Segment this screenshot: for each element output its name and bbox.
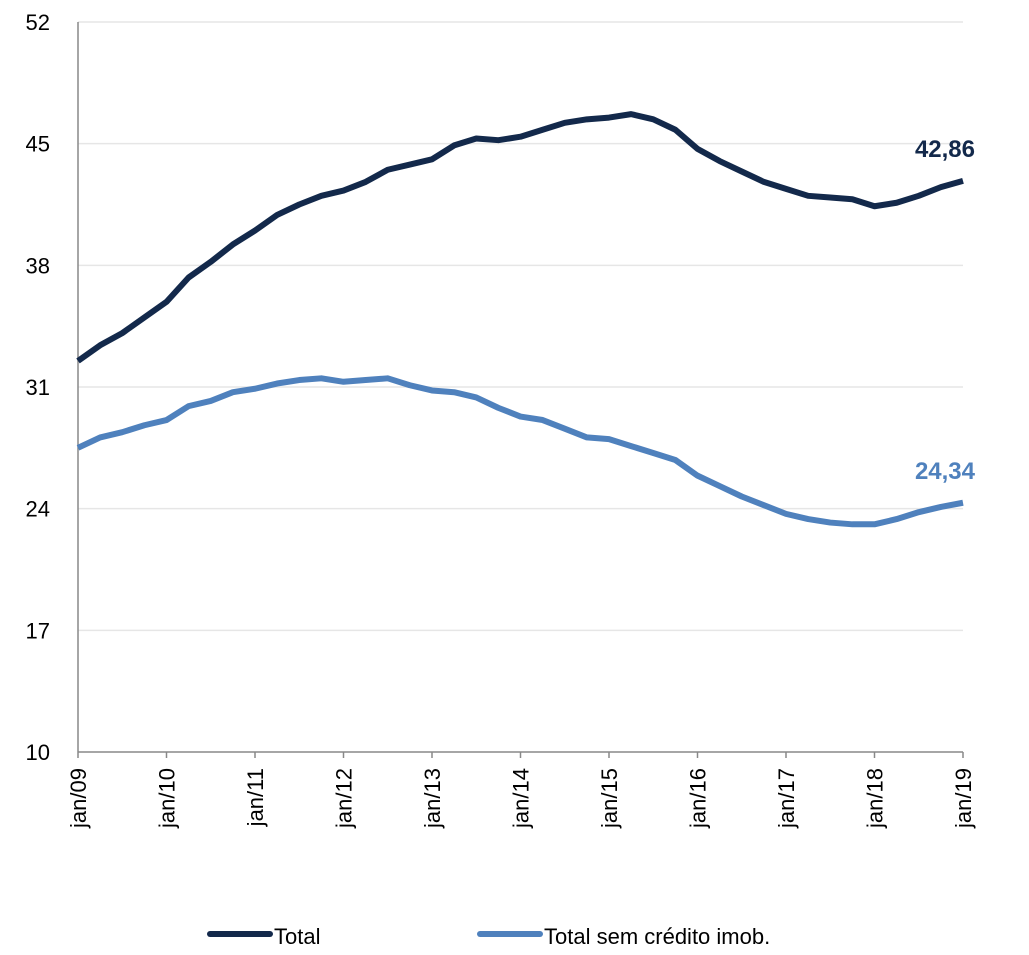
y-tick-label: 45	[26, 132, 50, 157]
x-tick-label: jan/14	[509, 768, 534, 829]
series-line	[76, 111, 964, 364]
value-label: 42,86	[915, 136, 975, 163]
x-tick-label: jan/19	[951, 768, 976, 829]
y-tick-label: 10	[26, 740, 50, 765]
x-tick-label: jan/11	[243, 768, 268, 827]
legend-label: Total sem crédito imob.	[544, 924, 770, 949]
x-tick-label: jan/15	[597, 768, 622, 829]
y-tick-label: 24	[26, 497, 50, 522]
x-tick-label: jan/18	[863, 768, 888, 829]
x-tick-label: jan/10	[155, 768, 180, 829]
legend-label: Total	[274, 924, 320, 949]
y-tick-label: 52	[26, 10, 50, 35]
value-label: 24,34	[915, 458, 976, 485]
y-tick-label: 31	[26, 375, 50, 400]
x-tick-label: jan/16	[686, 768, 711, 829]
x-tick-label: jan/09	[66, 768, 91, 829]
y-tick-label: 17	[26, 618, 50, 643]
x-tick-label: jan/17	[774, 768, 799, 829]
x-tick-label: jan/12	[332, 768, 357, 829]
series-line	[76, 375, 964, 528]
x-tick-label: jan/13	[420, 768, 445, 829]
y-tick-label: 38	[26, 253, 50, 278]
